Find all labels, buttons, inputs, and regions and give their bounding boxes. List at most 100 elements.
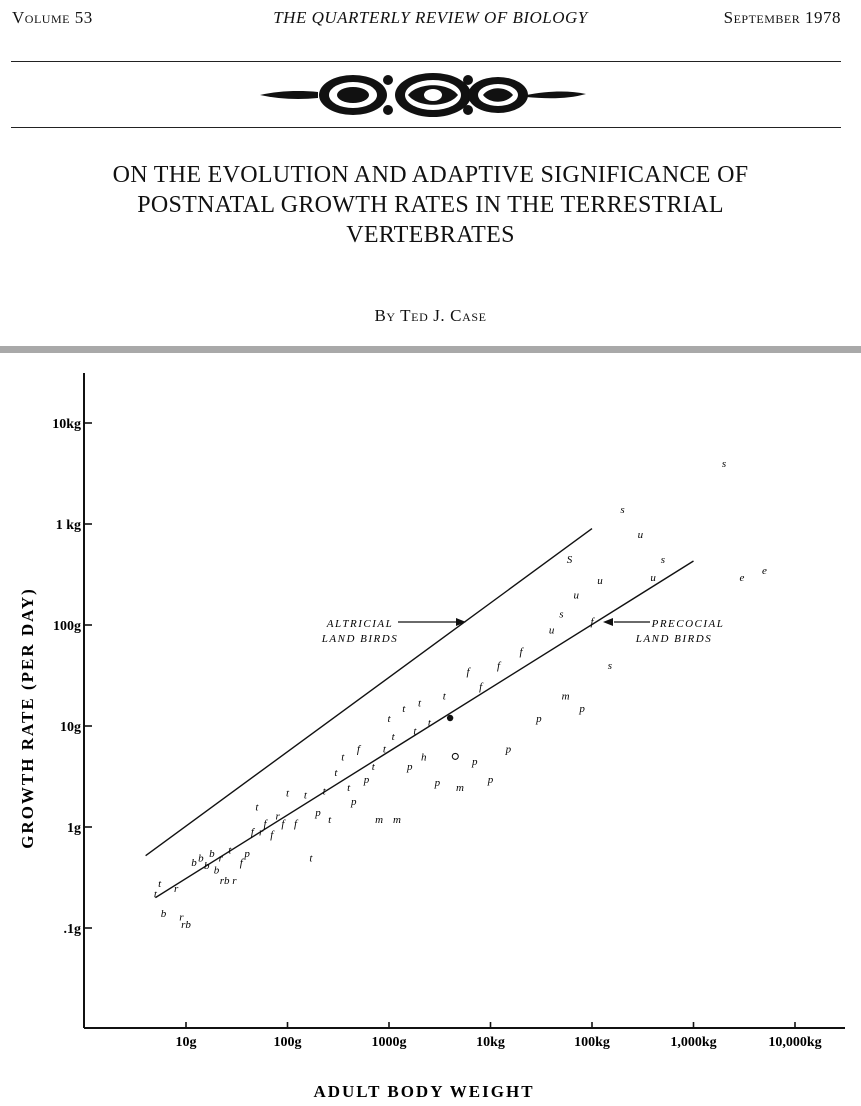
- data-point: t: [413, 726, 417, 738]
- data-point: m: [375, 814, 383, 826]
- data-point: r: [179, 911, 184, 923]
- data-point: t: [154, 888, 158, 900]
- data-point: p: [578, 703, 585, 715]
- data-point: s: [722, 458, 726, 470]
- y-tick-label: 100g: [53, 619, 81, 634]
- annotation-arrowhead: [603, 618, 613, 626]
- data-point-open: [451, 752, 459, 760]
- x-axis-title: ADULT BODY WEIGHT: [313, 1082, 534, 1101]
- x-tick-label: 10g: [176, 1035, 197, 1050]
- x-tick-label: 1,000kg: [670, 1035, 716, 1050]
- data-point: s: [608, 660, 612, 672]
- data-point: t: [392, 731, 396, 743]
- data-point: f: [590, 616, 595, 628]
- data-point: p: [434, 777, 441, 789]
- data-point: f: [270, 829, 275, 841]
- y-tick-label: 10g: [60, 720, 81, 735]
- regression-line: [155, 560, 694, 899]
- data-point: rb: [220, 875, 230, 887]
- ornament-icon: [260, 73, 586, 117]
- data-point: f: [466, 666, 471, 678]
- data-point: f: [251, 827, 256, 839]
- data-point: t: [228, 844, 232, 856]
- x-tick-label: 10,000kg: [768, 1035, 821, 1050]
- title-line: VERTEBRATES: [346, 222, 515, 248]
- data-point: rb: [181, 919, 191, 931]
- data-point: t: [372, 761, 376, 773]
- data-point: r: [219, 852, 224, 864]
- data-point: t: [383, 743, 387, 755]
- data-point: u: [650, 572, 656, 584]
- data-point: r: [174, 883, 179, 895]
- issue-date: September 1978: [723, 8, 841, 27]
- data-point: f: [497, 660, 502, 672]
- data-point: p: [243, 848, 250, 860]
- data-point: f: [357, 743, 362, 755]
- journal-name: THE QUARTERLY REVIEW OF BIOLOGY: [273, 8, 588, 27]
- page-divider: [0, 346, 861, 353]
- data-point: u: [597, 575, 603, 587]
- data-point: b: [209, 848, 215, 860]
- data-point: p: [505, 743, 512, 755]
- data-point: t: [402, 703, 406, 715]
- annotation-precocial-line2: LAND BIRDS: [635, 633, 712, 645]
- data-point: f: [294, 818, 299, 830]
- data-point: p: [363, 774, 370, 786]
- data-point: r: [259, 827, 264, 839]
- annotation-arrowhead: [456, 618, 466, 626]
- y-axis-title: GROWTH RATE (PER DAY): [18, 587, 37, 849]
- data-point: t: [387, 713, 391, 725]
- data-point: b: [214, 864, 220, 876]
- data-point: t: [418, 698, 422, 710]
- header-rule-bottom: [11, 127, 841, 128]
- data-point: f: [263, 818, 268, 830]
- title-line: POSTNATAL GROWTH RATES IN THE TERRESTRIA…: [137, 192, 724, 218]
- article-title: ON THE EVOLUTION AND ADAPTIVE SIGNIFICAN…: [0, 160, 861, 250]
- data-point: t: [334, 767, 338, 779]
- data-point: p: [350, 796, 357, 808]
- x-tick-label: 100kg: [574, 1035, 610, 1050]
- y-tick-label: .1g: [64, 922, 82, 937]
- data-point: u: [574, 590, 580, 602]
- annotation-precocial-line1: PRECOCIAL: [651, 618, 725, 630]
- x-tick-label: 10kg: [476, 1035, 505, 1050]
- data-point: u: [638, 529, 644, 541]
- data-point: S: [567, 554, 573, 566]
- annotation-altricial-line2: LAND BIRDS: [321, 633, 398, 645]
- data-point: t: [286, 787, 290, 799]
- y-tick-label: 1g: [67, 821, 81, 836]
- data-point-filled: [446, 714, 454, 722]
- data-point: s: [559, 608, 563, 620]
- data-point: f: [479, 681, 484, 693]
- data-point: t: [255, 801, 259, 813]
- data-point: f: [520, 646, 525, 658]
- data-point: u: [549, 625, 555, 637]
- data-point: p: [535, 713, 542, 725]
- data-point: t: [428, 717, 432, 729]
- x-tick-label: 100g: [274, 1035, 302, 1050]
- data-point: m: [393, 814, 401, 826]
- data-point: m: [562, 691, 570, 703]
- data-point: t: [328, 814, 332, 826]
- data-point: t: [341, 751, 345, 763]
- author-byline: By Ted J. Case: [374, 306, 487, 325]
- title-line: ON THE EVOLUTION AND ADAPTIVE SIGNIFICAN…: [112, 162, 749, 188]
- data-point: t: [323, 785, 327, 797]
- header-rule-top: [11, 61, 841, 62]
- volume-number: Volume 53: [12, 8, 93, 27]
- data-point: p: [314, 807, 321, 819]
- data-point: p: [406, 761, 413, 773]
- data-point: b: [191, 857, 197, 869]
- data-point: s: [620, 504, 624, 516]
- data-point: p: [471, 756, 478, 768]
- y-tick-label: 10kg: [52, 417, 81, 432]
- data-point: r: [276, 810, 281, 822]
- data-point: h: [421, 751, 427, 763]
- growth-rate-chart: .1g 1g 10g 100g 1 kg 10kg 10g 100g 1000g 10kg 100k…: [18, 373, 845, 1101]
- data-point: s: [661, 554, 665, 566]
- y-tick-label: 1 kg: [56, 518, 81, 533]
- data-point: f: [240, 857, 245, 869]
- data-point: e: [739, 572, 744, 584]
- data-point: b: [161, 908, 167, 920]
- annotation-altricial-line1: ALTRICIAL: [326, 618, 393, 630]
